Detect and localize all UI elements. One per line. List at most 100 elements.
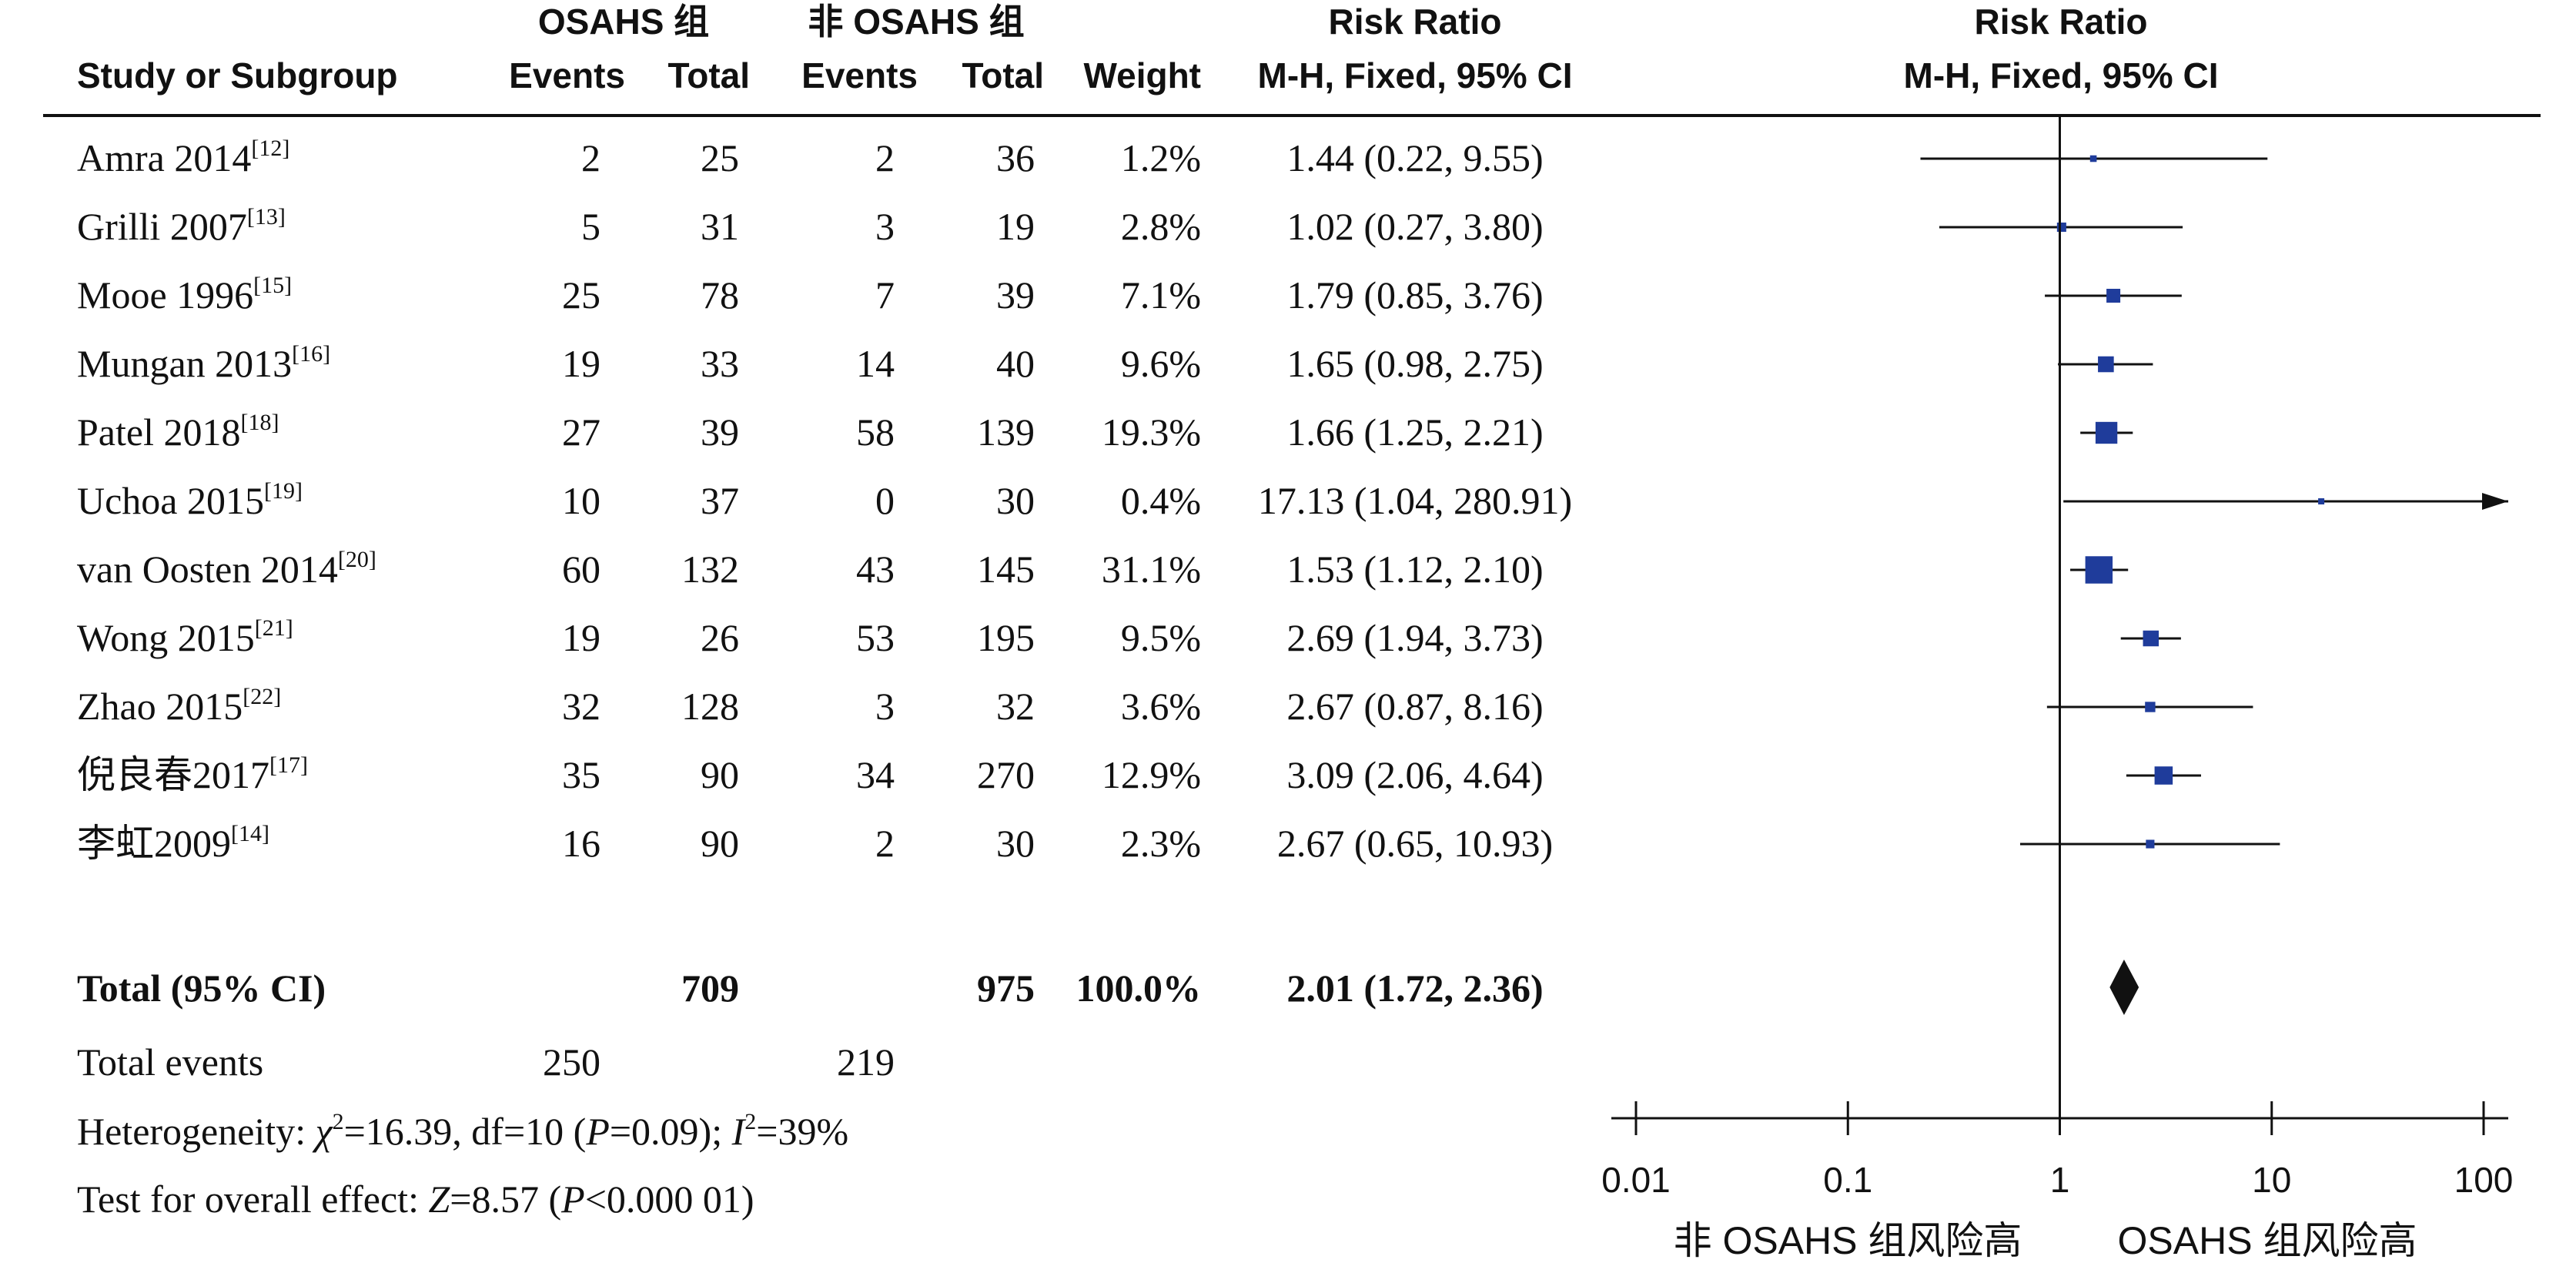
p-value: =0.09); (610, 1110, 732, 1153)
z-value: =8.57 ( (450, 1178, 561, 1221)
risk-ratio-ci: 1.79 (0.85, 3.76) (1286, 273, 1543, 317)
table-row: Wong 2015[21] 19 26 53 195 9.5% 2.69 (1.94, 3.… (77, 615, 1544, 659)
group2-events: 7 (875, 273, 895, 317)
group2-total: 145 (977, 548, 1035, 591)
group2-header: 非 OSAHS 组 (808, 2, 1024, 42)
study-name: Mungan 2013[16] (77, 341, 330, 385)
x-tick-label: 100 (2454, 1160, 2514, 1200)
study-weight: 0.4% (1121, 479, 1201, 522)
study-reference: [19] (264, 478, 303, 504)
group1-total-events: 250 (543, 1040, 601, 1084)
study-name: 李虹2009[14] (77, 821, 269, 865)
study-reference: [17] (269, 752, 308, 778)
group2-total-header: Total (962, 55, 1044, 95)
study-label: Wong 2015 (77, 616, 255, 659)
study-label: Mooe 1996 (77, 273, 253, 317)
group1-events: 60 (562, 548, 601, 591)
study-name: 倪良春2017[17] (77, 752, 308, 796)
group1-total: 25 (701, 136, 739, 179)
study-weight: 12.9% (1102, 753, 1201, 796)
group2-events: 53 (856, 616, 895, 659)
rr-title-right: Risk Ratio (1975, 2, 2148, 42)
group2-total: 30 (996, 479, 1035, 522)
x-tick-label: 1 (2050, 1160, 2070, 1200)
overall-effect-stat: Test for overall effect: Z=8.57 (P<0.000… (77, 1178, 754, 1221)
study-label: 李虹2009 (77, 822, 231, 865)
group2-total: 975 (977, 967, 1035, 1010)
study-marker (2143, 630, 2159, 647)
risk-ratio-ci: 1.53 (1.12, 2.10) (1286, 548, 1543, 591)
risk-ratio-ci: 1.44 (0.22, 9.55) (1286, 136, 1543, 179)
study-weight: 2.3% (1121, 822, 1201, 865)
group2-events: 2 (875, 136, 895, 179)
chi-square-exponent: 2 (333, 1109, 344, 1134)
study-marker (2056, 222, 2066, 233)
group1-events: 35 (562, 753, 601, 796)
study-name: Zhao 2015[22] (77, 684, 281, 728)
table-row: Grilli 2007[13] 5 31 3 19 2.8% 1.02 (0.27, 3.8… (77, 204, 1544, 248)
group2-total: 36 (996, 136, 1035, 179)
group2-total: 40 (996, 342, 1035, 385)
plot-area: 0.01 0.1 1 10 100 非 OSAHS 组风险高 OSAHS 组风险高 (1601, 116, 2513, 1262)
table-row: Uchoa 2015[19] 10 37 0 30 0.4% 17.13 (1.04, 28… (77, 478, 1572, 522)
group1-total: 132 (681, 548, 739, 591)
group2-events: 43 (856, 548, 895, 591)
study-marker (2085, 556, 2113, 584)
study-label: van Oosten 2014 (77, 548, 338, 591)
group1-header: OSAHS 组 (538, 2, 709, 42)
chi-symbol: χ (313, 1110, 334, 1153)
i-square-exponent: 2 (744, 1109, 756, 1134)
total-events-label: Total events (77, 1040, 263, 1084)
group2-events: 14 (856, 342, 895, 385)
study-reference: [14] (231, 821, 269, 846)
i-symbol: I (731, 1110, 747, 1153)
group1-total: 90 (701, 753, 739, 796)
study-reference: [12] (251, 136, 289, 161)
table-header: OSAHS 组 非 OSAHS 组 Risk Ratio Risk Ratio … (43, 2, 2541, 117)
study-label: Mungan 2013 (77, 342, 292, 385)
chi-value: =16.39, df=10 ( (344, 1110, 587, 1153)
rr-title-left: Risk Ratio (1329, 2, 1502, 42)
study-label: Grilli 2007 (77, 205, 247, 248)
group1-events: 32 (562, 685, 601, 728)
table-row: Mooe 1996[15] 25 78 7 39 7.1% 1.79 (0.85, 3.76… (77, 273, 1544, 317)
group1-total: 39 (701, 410, 739, 454)
group1-total: 90 (701, 822, 739, 865)
group2-total: 139 (977, 410, 1035, 454)
group1-events-header: Events (509, 55, 625, 95)
group1-total-header: Total (668, 55, 750, 95)
study-name: Amra 2014[12] (77, 136, 289, 179)
i-value: =39% (756, 1110, 848, 1153)
study-marker (2145, 702, 2156, 712)
p-symbol: P (585, 1110, 610, 1153)
group1-total: 37 (701, 479, 739, 522)
group1-total: 26 (701, 616, 739, 659)
study-name: Wong 2015[21] (77, 615, 293, 659)
group2-events-header: Events (801, 55, 918, 95)
table-row: Mungan 2013[16] 19 33 14 40 9.6% 1.65 (0.98, 2… (77, 341, 1544, 385)
risk-ratio-ci: 2.67 (0.65, 10.93) (1277, 822, 1553, 865)
study-label: Zhao 2015 (77, 685, 243, 728)
study-weight: 7.1% (1121, 273, 1201, 317)
risk-ratio-ci: 1.02 (0.27, 3.80) (1286, 205, 1543, 248)
study-name: Mooe 1996[15] (77, 273, 292, 317)
risk-ratio-ci: 1.66 (1.25, 2.21) (1286, 410, 1543, 454)
risk-ratio-ci: 1.65 (0.98, 2.75) (1286, 342, 1543, 385)
group2-total: 270 (977, 753, 1035, 796)
group1-total: 31 (701, 205, 739, 248)
rr-method-right: M-H, Fixed, 95% CI (1904, 55, 2219, 95)
group1-events: 2 (581, 136, 601, 179)
group1-events: 19 (562, 342, 601, 385)
study-reference: [15] (253, 273, 292, 298)
group1-events: 10 (562, 479, 601, 522)
risk-ratio-ci: 2.69 (1.94, 3.73) (1286, 616, 1543, 659)
x-tick-label: 10 (2252, 1160, 2291, 1200)
total-weight: 100.0% (1076, 967, 1202, 1010)
total-label: Total (95% CI) (77, 967, 326, 1010)
study-reference: [20] (338, 547, 376, 572)
weight-header: Weight (1084, 55, 1201, 95)
study-weight: 2.8% (1121, 205, 1201, 248)
study-name: Uchoa 2015[19] (77, 478, 303, 522)
group2-events: 34 (856, 753, 895, 796)
